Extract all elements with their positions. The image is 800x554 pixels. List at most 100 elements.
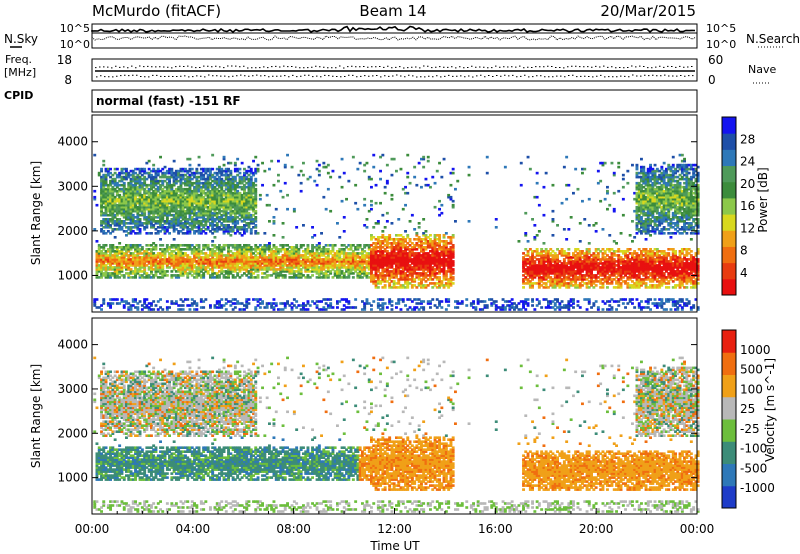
power-cell xyxy=(161,270,165,273)
power-cell xyxy=(258,248,262,251)
power-cell xyxy=(258,250,262,253)
power-cell xyxy=(392,254,396,257)
power-cell xyxy=(231,254,235,257)
power-cell xyxy=(172,205,176,209)
power-cell xyxy=(413,264,417,267)
power-cell xyxy=(229,177,233,181)
power-cell xyxy=(526,266,530,269)
power-cell xyxy=(433,254,437,257)
power-cell xyxy=(274,264,278,267)
power-cell xyxy=(374,246,378,249)
power-cell xyxy=(449,282,453,285)
power-cell xyxy=(513,302,516,305)
power-cell xyxy=(206,177,210,181)
power-cell xyxy=(159,222,162,225)
power-cell xyxy=(265,258,269,261)
power-cell xyxy=(372,258,376,261)
power-cell xyxy=(254,169,258,173)
power-cell xyxy=(510,306,514,309)
power-cell xyxy=(390,270,394,273)
power-cell xyxy=(224,260,228,263)
power-cell xyxy=(320,254,323,257)
power-cell xyxy=(433,258,437,261)
power-cell xyxy=(118,197,122,201)
power-cell xyxy=(243,262,246,265)
power-cell xyxy=(174,254,178,257)
power-cell xyxy=(113,250,117,253)
power-cell xyxy=(331,258,335,261)
power-cell xyxy=(381,246,385,249)
power-cell xyxy=(379,274,382,277)
power-cell xyxy=(222,218,226,221)
power-cell xyxy=(159,252,162,255)
power-cell xyxy=(417,302,421,305)
power-cell xyxy=(324,276,328,279)
power-cell xyxy=(104,250,108,253)
power-cell xyxy=(186,304,190,307)
power-cell xyxy=(129,213,133,217)
power-cell xyxy=(535,270,539,273)
power-cell xyxy=(138,183,142,187)
power-cell xyxy=(172,250,176,253)
power-cell xyxy=(356,272,360,275)
power-cell xyxy=(442,236,446,239)
power-cell xyxy=(113,203,117,207)
power-cell xyxy=(245,191,249,195)
power-cell xyxy=(190,177,194,181)
power-cell xyxy=(236,197,240,201)
power-cell xyxy=(134,205,137,209)
power-cell xyxy=(95,252,99,255)
power-cell xyxy=(372,282,376,285)
power-cell xyxy=(131,260,135,263)
power-cell xyxy=(240,262,244,265)
power-cell xyxy=(193,254,196,257)
power-cell xyxy=(145,197,149,201)
power-cell xyxy=(333,252,337,255)
power-cell xyxy=(177,185,181,189)
power-cell xyxy=(115,205,119,209)
power-cell xyxy=(218,181,221,185)
power-cell xyxy=(322,264,326,267)
power-cell xyxy=(111,272,115,275)
power-cell xyxy=(188,169,192,173)
power-cell xyxy=(222,246,226,249)
power-cell xyxy=(440,240,444,243)
power-cell xyxy=(204,268,208,271)
power-cell xyxy=(397,268,401,271)
power-cell xyxy=(186,268,190,271)
power-cell xyxy=(240,220,244,223)
power-cell xyxy=(134,177,137,181)
power-cell xyxy=(222,228,226,231)
power-cell xyxy=(195,274,199,277)
power-cell xyxy=(338,268,342,271)
power-cell xyxy=(165,177,169,181)
power-cell xyxy=(209,209,212,213)
power-cell xyxy=(161,173,165,177)
power-cell xyxy=(104,266,108,269)
power-cell xyxy=(113,246,117,249)
power-cell xyxy=(410,270,414,273)
power-cell xyxy=(265,274,269,277)
power-cell xyxy=(115,189,119,193)
power-cell xyxy=(249,203,253,207)
power-cell xyxy=(381,260,385,263)
power-cell xyxy=(150,224,153,227)
power-cell xyxy=(140,258,144,261)
power-cell xyxy=(363,260,367,263)
power-cell xyxy=(118,205,122,209)
power-cell xyxy=(186,171,190,175)
power-cell xyxy=(413,246,417,249)
power-cell xyxy=(429,282,432,285)
power-cell xyxy=(193,308,196,311)
power-cell xyxy=(125,244,128,247)
power-cell xyxy=(383,240,387,243)
power-cell xyxy=(100,175,103,179)
power-cell xyxy=(397,248,401,251)
power-cell xyxy=(106,201,110,205)
power-cell xyxy=(508,304,512,307)
power-cell xyxy=(454,300,457,303)
power-cell xyxy=(199,264,203,267)
power-cell xyxy=(159,199,162,203)
power-cell xyxy=(184,258,187,261)
power-cell xyxy=(249,169,253,173)
